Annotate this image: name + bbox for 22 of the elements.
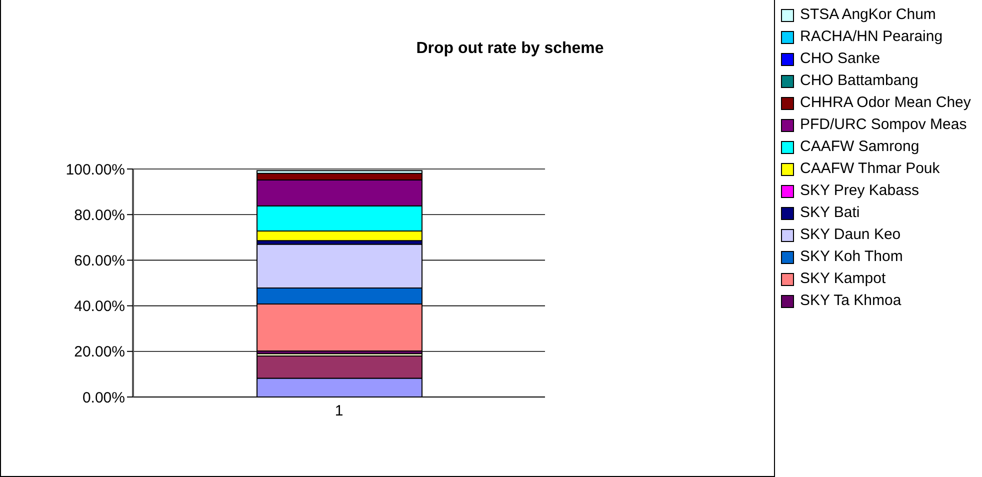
legend-label: SKY Kampot [800, 269, 886, 289]
y-tick-label: 0.00% [82, 389, 125, 406]
legend-label: SKY Daun Keo [800, 225, 901, 245]
y-tick-label: 60.00% [74, 252, 125, 270]
y-tick-label: 20.00% [74, 344, 125, 361]
legend-label: CHO Sanke [800, 49, 880, 69]
legend-label: CAAFW Thmar Pouk [800, 159, 940, 179]
y-tick-label: 100.00% [66, 161, 125, 178]
legend-label: SKY Bati [800, 203, 860, 223]
legend-label: SKY Prey Kabass [800, 181, 919, 201]
legend-label: RACHA/HN Pearaing [800, 27, 943, 47]
chart-title: Drop out rate by scheme [415, 40, 605, 58]
legend-label: CHHRA Odor Mean Chey [800, 93, 971, 113]
legend-label: PFD/URC Sompov Meas [800, 115, 967, 135]
x-tick-label: 1 [334, 402, 344, 420]
y-tick-label: 80.00% [74, 206, 125, 224]
legend-label: CHO Battambang [800, 71, 918, 91]
y-tick-label: 40.00% [74, 298, 125, 316]
legend-label: SKY Koh Thom [800, 247, 903, 267]
legend-label: CAAFW Samrong [800, 137, 920, 157]
legend-label: STSA AngKor Chum [800, 5, 936, 25]
legend-label: SKY Ta Khmoa [800, 291, 902, 311]
